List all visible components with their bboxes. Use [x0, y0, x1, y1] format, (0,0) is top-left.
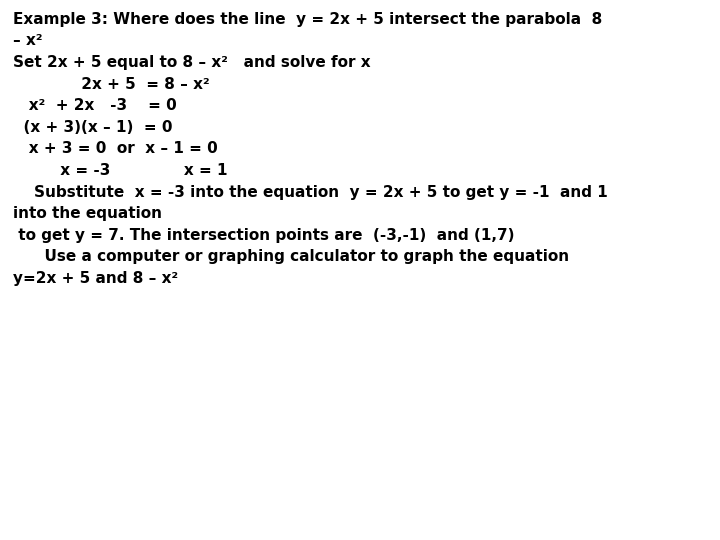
- Text: Example 3: Where does the line  y = 2x + 5 intersect the parabola  8
– x²
Set 2x: Example 3: Where does the line y = 2x + …: [13, 12, 608, 286]
